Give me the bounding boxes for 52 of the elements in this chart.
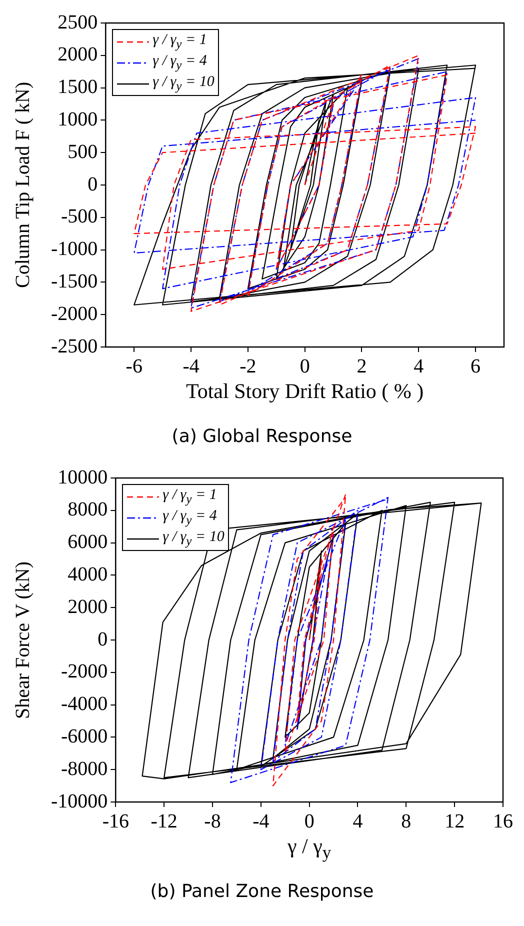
y-tick-label: -2000 xyxy=(60,660,108,683)
y-tick-label: 2500 xyxy=(58,11,98,34)
y-tick-label: -10000 xyxy=(50,790,108,812)
line-series xyxy=(230,496,389,784)
y-tick-label: -1000 xyxy=(50,238,98,260)
y-tick-label: -1500 xyxy=(50,270,98,292)
x-tick-label: -2 xyxy=(240,355,256,378)
x-tick-label: 12 xyxy=(444,810,465,832)
legend-label: γ / γ$_{y}$ = 1 xyxy=(162,486,217,506)
x-tick-label: 0 xyxy=(300,355,310,378)
x-axis-title: Total Story Drift Ratio ( % ) xyxy=(184,379,425,404)
x-tick-label: -4 xyxy=(182,355,200,378)
y-axis-title: Shear Force V (kN) xyxy=(12,560,35,721)
legend-label: γ / γ$_{y}$ = 1 xyxy=(152,32,207,52)
x-tick-label: -4 xyxy=(252,810,270,832)
x-tick-label: 16 xyxy=(493,810,513,832)
y-tick-label: 4000 xyxy=(68,563,108,586)
x-axis-title: γ / γ$_{y}$ xyxy=(286,834,332,864)
legend-label: γ / γ$_{y}$ = 4 xyxy=(162,508,217,528)
text: (a) Global Response xyxy=(170,426,354,447)
y-tick-label: 0 xyxy=(88,173,98,196)
x-tick-label: 6 xyxy=(470,355,481,378)
x-tick-label: 4 xyxy=(352,810,363,832)
y-tick-label: -8000 xyxy=(60,758,108,780)
legend-label: γ / γ$_{y}$ = 4 xyxy=(152,52,207,72)
y-tick-label: -500 xyxy=(60,206,98,228)
y-tick-label: 0 xyxy=(98,628,108,650)
x-tick-label: -12 xyxy=(150,810,178,832)
y-tick-label: 1000 xyxy=(58,108,98,130)
y-tick-label: 8000 xyxy=(68,498,108,521)
x-tick-label: -8 xyxy=(204,810,221,832)
y-tick-label: -2500 xyxy=(50,335,98,358)
y-tick-label: 2000 xyxy=(68,596,108,618)
x-tick-label: 4 xyxy=(414,355,424,378)
y-tick-label: 2000 xyxy=(58,44,98,66)
y-axis-title: Column Tip Load F ( kN) xyxy=(12,80,35,290)
y-tick-label: 10000 xyxy=(58,466,108,488)
line-series xyxy=(272,494,346,786)
y-tick-label: 1500 xyxy=(58,76,98,98)
y-tick-label: -4000 xyxy=(60,693,108,716)
x-tick-label: -6 xyxy=(126,355,142,378)
text: (b) Panel Zone Response xyxy=(149,881,375,902)
y-tick-label: 500 xyxy=(68,140,98,163)
y-tick-label: -2000 xyxy=(50,302,98,325)
legend-label: γ / γ$_{y}$ = 10 xyxy=(162,528,224,548)
x-tick-label: 0 xyxy=(304,810,314,832)
y-tick-label: -6000 xyxy=(60,725,108,748)
legend-label: γ / γ$_{y}$ = 10 xyxy=(152,74,214,94)
x-tick-label: -16 xyxy=(102,810,129,832)
x-tick-label: 8 xyxy=(401,810,412,832)
y-tick-label: 6000 xyxy=(68,531,108,554)
x-tick-label: 2 xyxy=(356,355,367,378)
